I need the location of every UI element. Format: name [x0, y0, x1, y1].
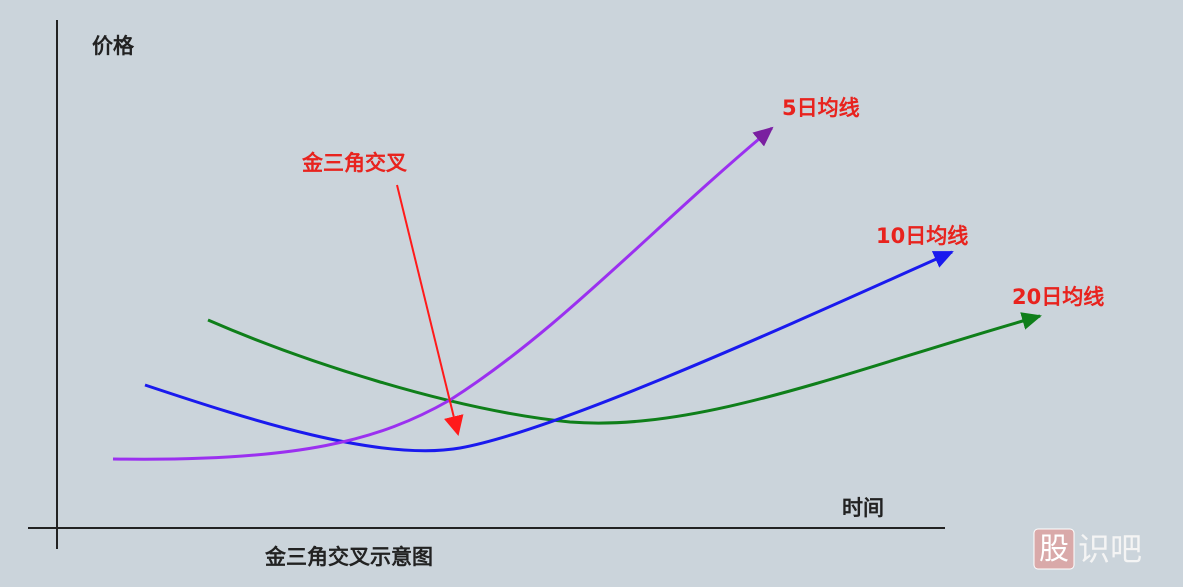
line-label: 5日均线	[782, 96, 860, 120]
line-label: 20日均线	[1012, 285, 1104, 309]
annotation: 金三角交叉	[301, 151, 408, 175]
ma10-line	[144, 250, 954, 453]
watermark-box-text: 股	[1039, 532, 1069, 567]
x-axis-label: 时间	[842, 496, 884, 520]
y-axis-label: 价格	[92, 34, 135, 58]
ma20-line	[207, 312, 1042, 425]
watermark-text: 识吧	[1078, 530, 1142, 568]
watermark-box	[1033, 528, 1075, 570]
caption: 金三角交叉示意图	[264, 545, 433, 569]
annotation-arrow	[396, 184, 464, 436]
line-label: 10日均线	[876, 224, 968, 248]
